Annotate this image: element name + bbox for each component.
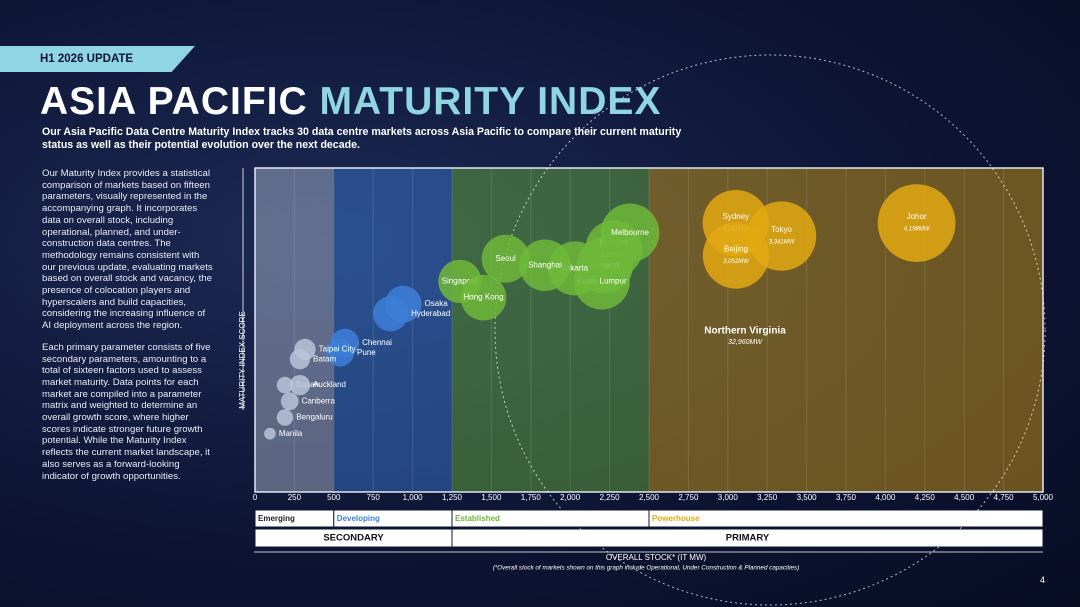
title: ASIA PACIFIC MATURITY INDEX <box>40 80 661 124</box>
bubble-name: Chennai <box>362 338 392 347</box>
bubble <box>276 409 294 426</box>
x-tick-label: 5,000 <box>1033 493 1054 502</box>
bubble-value: 4,198MW <box>904 227 931 233</box>
y-axis-label: MATURITY INDEX SCORE <box>238 311 247 409</box>
bubble <box>289 349 311 370</box>
x-tick-label: 2,750 <box>678 493 699 502</box>
bubble-name: Shanghai <box>528 260 562 269</box>
zone-label: Established <box>455 514 500 523</box>
bubble-name: Kuala Lumpur <box>577 277 627 286</box>
bubble-name: Osaka <box>425 299 449 308</box>
x-tick-label: 4,500 <box>954 493 975 502</box>
x-axis-label: OVERALL STOCK* (IT MW) <box>606 553 707 562</box>
page-number: 4 <box>1040 575 1046 585</box>
x-tick-label: 750 <box>367 493 381 502</box>
group-label: SECONDARY <box>323 533 384 544</box>
zone-label: Powerhouse <box>652 514 700 523</box>
x-tick-label: 3,000 <box>718 493 739 502</box>
footnote: (*Overall stock of markets shown on this… <box>493 565 800 572</box>
highlight-name: Northern Virginia <box>704 326 786 337</box>
bubble <box>276 376 294 394</box>
bubble-name: Jakarta <box>562 264 589 273</box>
group-cell <box>451 528 1044 548</box>
bubble-value: 3,341MW <box>769 240 796 246</box>
x-tick-label: 2,500 <box>639 493 660 502</box>
subtitle: Our Asia Pacific Data Centre Maturity In… <box>42 126 682 151</box>
bubble-value: 3,052MW <box>723 259 750 265</box>
title-accent: MATURITY INDEX <box>319 80 662 123</box>
zone-cell <box>648 509 1044 528</box>
bubble-name: Singapore <box>442 277 479 286</box>
group-label: PRIMARY <box>726 533 770 544</box>
plot-frame <box>254 167 1044 493</box>
x-tick-label: 1,250 <box>442 493 463 502</box>
bubble-name: Canberra <box>302 396 336 405</box>
bubble-name: Hyderabad <box>411 309 450 318</box>
bubble-name: Melbourne <box>611 228 649 237</box>
x-tick-label: 2,250 <box>600 493 621 502</box>
title-white: ASIA PACIFIC <box>40 80 308 123</box>
highlight-circle <box>494 54 1046 606</box>
bubble <box>481 234 530 283</box>
bubble-name: Taipei City <box>319 345 356 354</box>
bubble <box>702 222 770 289</box>
bubble <box>280 392 299 411</box>
x-tick-label: 500 <box>327 493 341 502</box>
bubble-name: Johor <box>907 212 927 221</box>
paragraph: Our Maturity Index provides a statistica… <box>42 168 213 332</box>
x-tick-label: 1,750 <box>521 493 542 502</box>
x-tick-label: 3,250 <box>757 493 778 502</box>
bubble <box>519 239 571 291</box>
paragraph: Each primary parameter consists of five … <box>42 341 211 482</box>
bubble <box>326 338 355 367</box>
x-tick-label: 2,000 <box>560 493 581 502</box>
zone-label: Emerging <box>258 514 295 523</box>
body: Our Maturity Index provides a statistica… <box>42 168 214 492</box>
x-tick-label: 4,000 <box>875 493 896 502</box>
bubble-name: Sydney <box>722 212 749 221</box>
bubble-name: Hong Kong <box>464 293 504 302</box>
bubble-name: Seoul <box>495 254 516 263</box>
x-tick-label: 1,000 <box>403 493 424 502</box>
x-tick-label: 4,750 <box>994 493 1015 502</box>
bubble-name: Batam <box>313 354 336 363</box>
bubble-name: Pune <box>357 348 376 357</box>
highlight-value: 32,960MW <box>728 339 763 346</box>
x-tick-label: 1,500 <box>481 493 502 502</box>
bubble-name: Bengaluru <box>296 413 332 422</box>
bubble <box>264 427 276 440</box>
x-tick-label: 3,750 <box>836 493 857 502</box>
bubble <box>877 184 956 262</box>
bubble-name: Tokyo <box>771 225 792 234</box>
zone-label: Developing <box>337 514 380 523</box>
bubble <box>460 274 507 321</box>
x-tick-label: 3,500 <box>797 493 818 502</box>
bubble-name: Auckland <box>313 380 346 389</box>
bubble <box>289 374 311 396</box>
x-tick-label: 4,250 <box>915 493 936 502</box>
x-tick-label: 250 <box>288 493 302 502</box>
x-tick-label: 0 <box>253 493 258 502</box>
badge: H1 2026 UPDATE <box>0 46 195 72</box>
bubble <box>372 296 409 332</box>
bubble-name: Manila <box>279 429 303 438</box>
bubble-name: Beijing <box>724 245 748 254</box>
